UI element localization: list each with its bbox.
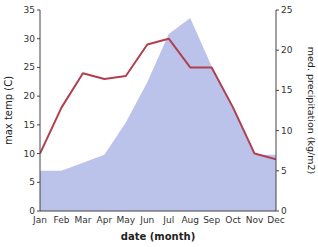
y-tick: [37, 10, 40, 11]
x-tick-label: Aug: [181, 215, 199, 225]
x-tick-label: Mar: [74, 215, 91, 225]
y-tick-label: 5: [29, 177, 35, 187]
y-tick: [37, 96, 40, 97]
x-axis-label: date (month): [121, 231, 195, 242]
x-tick-label: Jun: [139, 215, 154, 225]
y2-axis-label: med. precipitation (kg/m2): [306, 47, 317, 174]
y-tick-label: 20: [24, 91, 36, 101]
x-tick-label: Nov: [246, 215, 264, 225]
y2-tick: [276, 211, 279, 212]
y2-tick-label: 20: [281, 45, 293, 55]
y2-tick-label: 25: [281, 5, 292, 15]
y2-tick: [276, 90, 279, 91]
y-axis: [40, 10, 41, 211]
x-tick-label: Jul: [162, 215, 174, 225]
y2-tick: [276, 50, 279, 51]
y-tick: [37, 67, 40, 68]
y2-tick: [276, 170, 279, 171]
y-tick-label: 30: [24, 34, 36, 44]
y-tick-label: 10: [24, 149, 36, 159]
chart: 051015202530350510152025JanFebMarAprMayJ…: [0, 0, 318, 247]
y-tick: [37, 124, 40, 125]
y-axis-label: max temp (C): [3, 76, 14, 145]
y-tick: [37, 153, 40, 154]
x-tick-label: Oct: [225, 215, 241, 225]
x-tick-label: Jan: [32, 215, 47, 225]
y2-tick: [276, 130, 279, 131]
y-tick: [37, 38, 40, 39]
plot-area: [40, 18, 276, 211]
y-tick-label: 25: [24, 62, 35, 72]
y-tick-label: 35: [24, 5, 35, 15]
precip-area: [40, 18, 276, 211]
x-tick-label: Dec: [267, 215, 284, 225]
y-tick: [37, 182, 40, 183]
y-tick: [37, 211, 40, 212]
y2-tick-label: 15: [281, 85, 292, 95]
y2-tick: [276, 10, 279, 11]
x-tick-label: May: [117, 215, 136, 225]
x-tick-label: Feb: [53, 215, 69, 225]
y2-tick-label: 5: [281, 166, 287, 176]
temp-line: [40, 39, 276, 160]
y2-axis: [276, 10, 277, 211]
x-axis: [40, 211, 276, 212]
y2-tick-label: 10: [281, 126, 293, 136]
x-tick-label: Sep: [203, 215, 220, 225]
x-tick-label: Apr: [97, 215, 113, 225]
y-tick-label: 15: [24, 120, 35, 130]
